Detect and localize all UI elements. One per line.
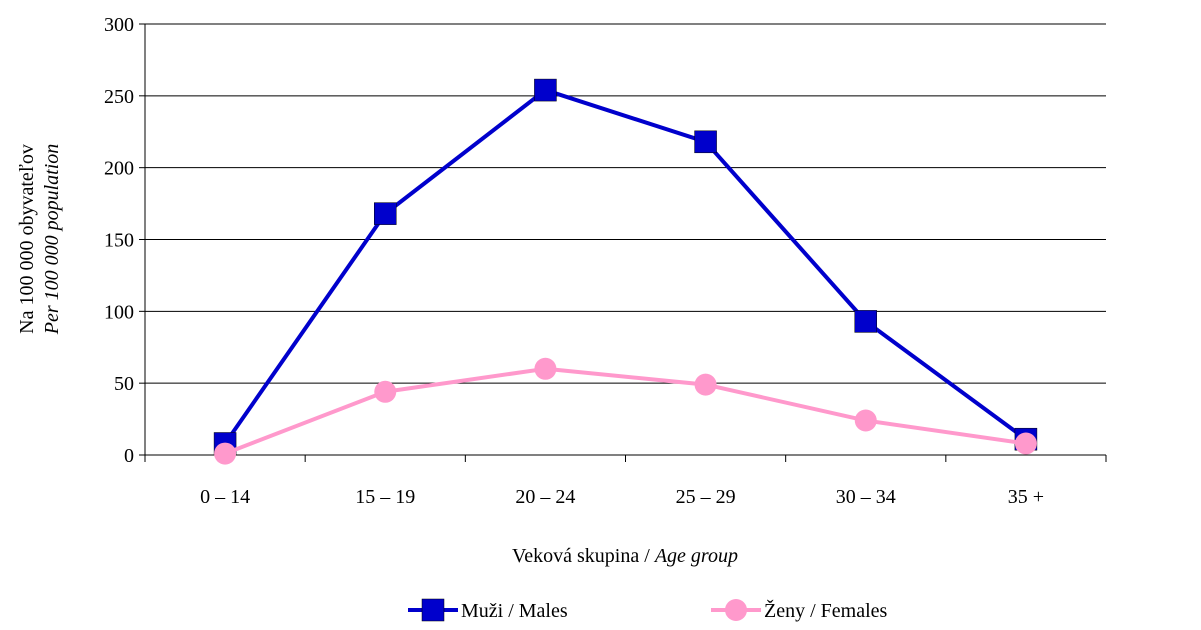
y-axis-subtitle: Per 100 000 population <box>41 144 63 336</box>
data-point <box>534 78 557 102</box>
x-axis-title-normal: Veková skupina / <box>512 545 655 567</box>
x-axis-title: Veková skupina / Age group <box>512 545 738 567</box>
legend-item: Ženy / Females <box>711 599 888 622</box>
x-tick-label: 15 – 19 <box>355 486 415 508</box>
data-point <box>854 310 877 333</box>
x-tick-label: 30 – 34 <box>836 486 896 508</box>
data-point <box>694 130 717 154</box>
y-tick-label: 100 <box>104 301 134 323</box>
y-tick-label: 300 <box>104 14 134 36</box>
series-line <box>224 366 1027 456</box>
legend-item: Muži / Males <box>408 598 568 622</box>
y-ticks: 0 50 100 150 200 250 300 <box>104 14 145 467</box>
data-point <box>214 442 237 465</box>
series-line <box>223 88 1028 445</box>
data-point <box>374 380 397 403</box>
x-tick-label: 25 – 29 <box>676 486 736 508</box>
y-tick-label: 0 <box>124 445 134 467</box>
y-tick-label: 250 <box>104 86 134 108</box>
data-point <box>374 202 397 225</box>
legend: Muži / Males Ženy / Females <box>408 598 888 622</box>
data-point <box>854 409 877 432</box>
legend-marker <box>725 599 747 621</box>
y-tick-label: 200 <box>104 158 134 180</box>
y-tick-label: 150 <box>104 230 134 252</box>
x-tick-label: 20 – 24 <box>515 486 575 508</box>
series-males <box>213 78 1038 455</box>
y-tick-label: 50 <box>114 373 134 395</box>
y-axis-title: Na 100 000 obyvateľov <box>16 144 38 334</box>
data-point <box>694 373 717 396</box>
series-females <box>214 357 1037 465</box>
x-tick-label: 0 – 14 <box>200 486 250 508</box>
x-tick-label: 35 + <box>1008 486 1044 508</box>
legend-marker <box>421 598 445 622</box>
x-axis-title-italic: Age group <box>653 545 738 567</box>
data-point <box>1014 432 1037 455</box>
legend-label: Muži / Males <box>461 600 568 622</box>
gridlines <box>145 23 1106 384</box>
series-layer <box>213 78 1038 465</box>
legend-label: Ženy / Females <box>764 599 888 622</box>
x-ticks: 0 – 14 15 – 19 20 – 24 25 – 29 30 – 34 35 + <box>144 455 1107 508</box>
data-point <box>534 357 557 380</box>
